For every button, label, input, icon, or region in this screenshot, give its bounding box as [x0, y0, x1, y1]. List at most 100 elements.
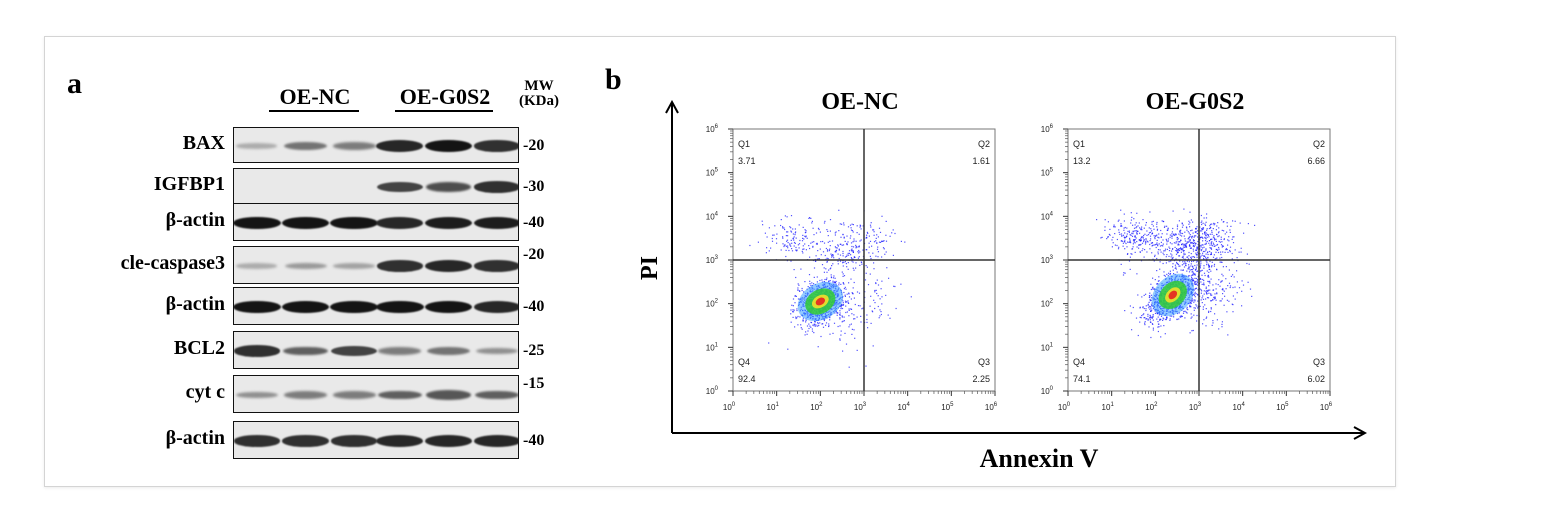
scatter-point — [847, 268, 849, 270]
scatter-point — [1210, 247, 1212, 249]
flow-plot-oe-g0s2: 1001001011011021021031031041041051051061… — [1041, 124, 1333, 412]
blot-band — [283, 141, 328, 151]
scatter-point — [1161, 220, 1163, 222]
scatter-point — [842, 265, 844, 267]
scatter-point — [782, 227, 784, 229]
scatter-point — [1200, 289, 1202, 291]
scatter-point — [1208, 265, 1210, 267]
scatter-point — [850, 257, 852, 259]
scatter-point — [1187, 256, 1189, 258]
scatter-point — [870, 322, 872, 324]
scatter-point — [873, 268, 875, 270]
scatter-point — [1172, 227, 1174, 230]
scatter-point — [1215, 258, 1217, 260]
scatter-point — [1180, 251, 1182, 253]
scatter-point — [1181, 232, 1184, 235]
scatter-point — [1172, 256, 1174, 258]
scatter-point — [1188, 237, 1190, 239]
scatter-point — [790, 313, 792, 315]
blot-band — [377, 390, 423, 400]
scatter-point — [853, 297, 855, 299]
scatter-point — [1202, 247, 1204, 249]
scatter-point — [814, 323, 816, 325]
scatter-point — [1155, 246, 1157, 249]
scatter-point — [1138, 239, 1140, 241]
scatter-point — [1197, 307, 1199, 309]
scatter-point — [891, 232, 893, 234]
scatter-point — [839, 254, 842, 256]
scatter-point — [1162, 245, 1164, 247]
scatter-point — [804, 334, 806, 336]
scatter-point — [1164, 333, 1166, 335]
scatter-point — [1212, 298, 1214, 301]
scatter-point — [1194, 293, 1196, 295]
scatter-point — [795, 316, 797, 318]
scatter-point — [792, 309, 794, 311]
scatter-point — [824, 278, 826, 281]
scatter-point — [1187, 309, 1189, 311]
scatter-point — [1122, 234, 1125, 236]
scatter-point — [1118, 219, 1120, 221]
scatter-point — [794, 234, 796, 236]
scatter-point — [1118, 229, 1120, 231]
scatter-point — [1201, 254, 1203, 256]
scatter-point — [1166, 241, 1168, 243]
scatter-point — [1201, 249, 1203, 251]
scatter-point — [1160, 325, 1162, 327]
scatter-point — [1186, 229, 1188, 231]
scatter-point — [1209, 268, 1211, 271]
group-underline-oe-g0s2 — [395, 110, 493, 112]
scatter-point — [1205, 298, 1207, 300]
scatter-point — [1145, 318, 1147, 320]
scatter-point — [1129, 234, 1131, 236]
scatter-point — [883, 248, 885, 250]
scatter-point — [1116, 238, 1118, 241]
scatter-point — [881, 303, 883, 305]
scatter-point — [1232, 286, 1234, 289]
scatter-point — [866, 236, 868, 238]
scatter-point — [1151, 316, 1153, 318]
scatter-point — [1138, 247, 1140, 249]
scatter-point — [844, 294, 846, 296]
scatter-point — [1152, 315, 1154, 317]
scatter-point — [1159, 261, 1161, 263]
scatter-point — [1121, 235, 1123, 237]
scatter-point — [1171, 315, 1173, 317]
scatter-point — [864, 279, 867, 281]
scatter-point — [1136, 246, 1138, 248]
scatter-point — [843, 288, 845, 290]
scatter-point — [1173, 234, 1175, 236]
scatter-point — [1217, 249, 1219, 251]
scatter-point — [1163, 250, 1165, 252]
scatter-point — [1136, 231, 1138, 233]
scatter-point — [1226, 311, 1228, 313]
scatter-point — [1119, 233, 1121, 235]
scatter-point — [1182, 255, 1184, 257]
scatter-point — [1164, 250, 1166, 252]
scatter-point — [790, 230, 792, 232]
scatter-point — [757, 241, 759, 243]
scatter-point — [1211, 244, 1213, 246]
scatter-point — [1154, 244, 1156, 246]
scatter-point — [797, 298, 800, 300]
scatter-point — [1180, 269, 1182, 271]
scatter-point — [1196, 251, 1199, 253]
scatter-point — [1195, 304, 1197, 306]
scatter-point — [852, 231, 854, 233]
scatter-point — [1221, 321, 1223, 323]
scatter-point — [1191, 242, 1194, 244]
scatter-point — [1129, 237, 1131, 239]
scatter-point — [862, 307, 864, 309]
scatter-point — [852, 250, 854, 252]
scatter-point — [1136, 233, 1138, 235]
scatter-point — [1177, 249, 1179, 251]
scatter-point — [1211, 223, 1213, 225]
scatter-point — [1197, 279, 1199, 281]
scatter-point — [1152, 314, 1154, 316]
scatter-point — [1232, 220, 1234, 222]
scatter-point — [847, 241, 849, 243]
scatter-point — [875, 289, 877, 291]
scatter-point — [790, 215, 793, 217]
scatter-point — [1196, 270, 1198, 272]
scatter-point — [1208, 242, 1210, 244]
